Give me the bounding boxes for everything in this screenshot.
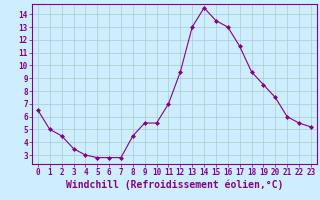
X-axis label: Windchill (Refroidissement éolien,°C): Windchill (Refroidissement éolien,°C) (66, 180, 283, 190)
